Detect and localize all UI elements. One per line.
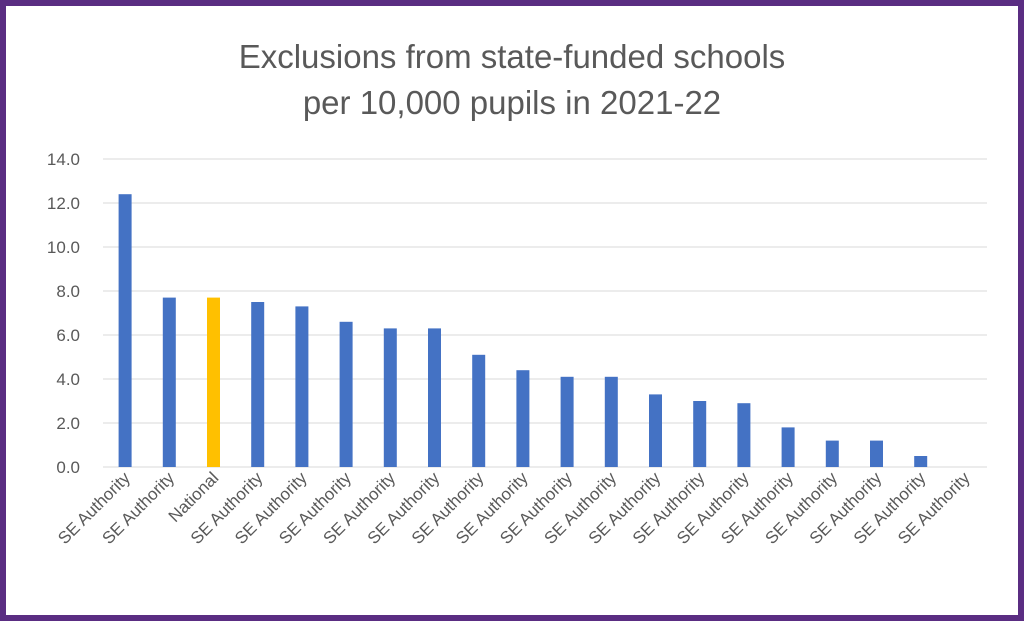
y-tick-label: 2.0 — [56, 414, 80, 433]
bar — [649, 394, 662, 467]
bar — [162, 297, 176, 467]
bar — [914, 456, 928, 467]
y-tick-label: 10.0 — [47, 238, 80, 257]
bar — [207, 297, 220, 467]
bar — [383, 328, 397, 467]
bar — [118, 194, 132, 467]
y-tick-label: 14.0 — [47, 150, 80, 169]
bar — [781, 427, 795, 467]
bar — [737, 403, 751, 467]
y-tick-label: 8.0 — [56, 282, 80, 301]
y-tick-label: 4.0 — [56, 370, 80, 389]
chart-title: Exclusions from state-funded schools per… — [0, 34, 1024, 126]
bar — [516, 370, 530, 467]
gridlines — [103, 158, 987, 468]
chart-title-line-2: per 10,000 pupils in 2021-22 — [302, 84, 722, 121]
bar — [295, 306, 309, 467]
bar — [472, 354, 486, 467]
y-axis-tick-labels: 0.0 2.0 4.0 6.0 8.0 10.0 12.0 14.0 — [47, 150, 80, 477]
bar — [693, 401, 707, 467]
y-tick-label: 0.0 — [56, 458, 80, 477]
y-tick-label: 6.0 — [56, 326, 80, 345]
bar — [251, 302, 265, 467]
bars — [118, 194, 928, 467]
bar — [870, 440, 883, 467]
bar — [560, 376, 574, 467]
bar — [825, 440, 839, 467]
y-tick-label: 12.0 — [47, 194, 80, 213]
bar — [428, 328, 441, 467]
chart-title-line-1: Exclusions from state-funded schools — [238, 38, 786, 75]
bar — [604, 376, 618, 467]
bar — [339, 321, 353, 467]
